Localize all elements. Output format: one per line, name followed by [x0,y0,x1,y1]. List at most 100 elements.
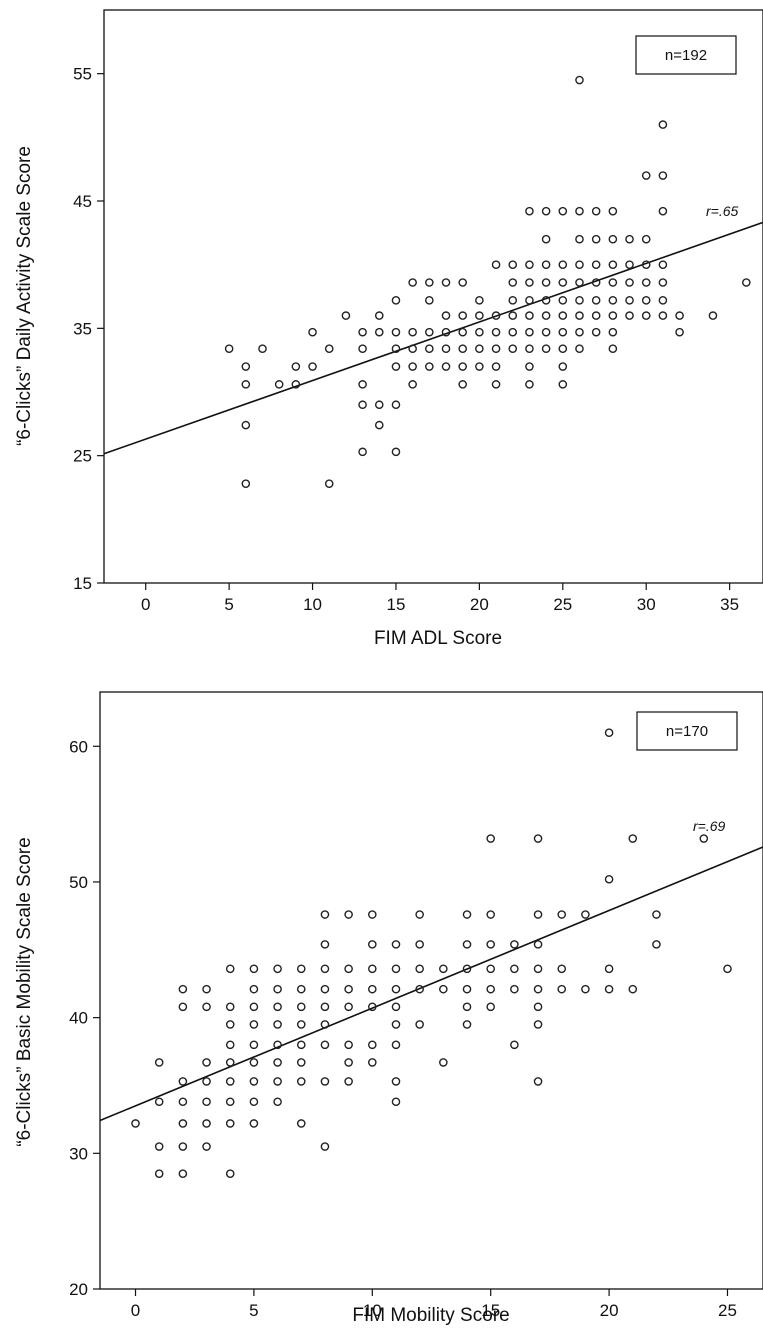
scatter-point [575,344,584,354]
y-tick-label: 20 [69,1280,88,1299]
scatter-point [225,1058,235,1067]
scatter-point [344,910,353,919]
scatter-point [462,964,472,974]
scatter-point [525,380,534,389]
x-tick-label: 20 [470,595,489,614]
scatter-point [178,1077,188,1086]
scatter-point [178,1169,188,1178]
scatter-point [510,940,519,949]
scatter-point [425,278,434,287]
y-tick-label: 30 [69,1144,88,1163]
scatter-point [320,984,330,994]
scatter-point [324,344,334,354]
scatter-point [249,1119,259,1128]
scatter-point [273,984,282,994]
scatter-point [491,380,501,389]
x-tick-label: 20 [600,1301,619,1320]
scatter-point [462,984,472,994]
x-tick-label: 0 [131,1301,140,1320]
scatter-point [462,1020,472,1029]
scatter-point [541,311,551,320]
scatter-point [374,420,384,430]
scatter-point [202,1142,211,1151]
legend-box [636,711,738,751]
scatter-point [608,344,618,354]
scatter-point [675,311,684,320]
scatter-point [608,234,618,244]
scatter-point [510,964,519,974]
scatter-point [475,344,484,354]
scatter-point [344,1058,353,1067]
scatter-point [274,380,284,389]
scatter-point [591,278,601,287]
scatter-point [462,1002,472,1012]
scatter-point [533,1002,543,1012]
scatter-point [249,964,259,974]
scatter-point [658,206,668,216]
scatter-point [491,344,501,354]
scatter-point [462,940,472,949]
correlation-label: r=.65 [706,203,739,219]
adl-scatter-chart: 0 5 10 15 20 25 30 35 15 25 35 45 55 n=192 r=.65 FIM… [14,9,763,649]
scatter-point [408,278,417,287]
x-tick-label: 0 [141,595,150,614]
scatter-point [441,327,451,337]
scatter-point [658,171,668,180]
scatter-point [273,1097,282,1107]
scatter-point [344,1002,353,1012]
scatter-point [273,1020,282,1029]
correlation-value: =.69 [698,818,726,834]
scatter-point [391,400,401,410]
scatter-point [557,910,567,919]
scatter-point [344,1040,353,1050]
scatter-point [296,1119,306,1128]
scatter-point [273,1058,282,1067]
x-tick-label: 35 [720,595,739,614]
scatter-point [441,344,451,354]
scatter-point [391,447,401,457]
scatter-point [296,1002,306,1012]
scatter-point [320,910,330,919]
scatter-point [441,311,451,320]
scatter-point [525,327,534,337]
scatter-point [324,479,334,488]
scatter-point [408,380,417,389]
scatter-point [178,1119,188,1128]
scatter-point [575,234,584,244]
scatter-point [458,344,467,354]
scatter-point [533,1020,543,1029]
scatter-point [608,327,618,337]
scatter-point [558,260,568,269]
scatter-point [358,447,367,457]
scatter-point [608,296,618,305]
scatter-point [296,1058,306,1067]
scatter-point [241,479,251,488]
scatter-point [486,964,495,974]
scatter-point [415,1020,424,1029]
scatter-point [625,260,634,269]
scatter-point [296,1040,306,1050]
scatter-point [344,1077,353,1086]
scatter-point [391,344,401,354]
scatter-point [439,1058,448,1067]
scatter-point [202,1119,211,1128]
scatter-point [508,311,518,320]
scatter-point [368,1002,377,1012]
scatter-point [358,380,367,389]
scatter-point [341,311,351,320]
scatter-point [541,296,551,305]
scatter-point [202,1002,211,1012]
scatter-point [641,296,651,305]
scatter-point [320,940,330,949]
scatter-point [591,234,601,244]
scatter-point [415,964,424,974]
scatter-point [368,1040,377,1050]
x-axis-title: FIM ADL Score [374,628,502,649]
scatter-point [558,296,568,305]
scatter-point [508,327,518,337]
scatter-point [558,278,568,287]
scatter-point [225,1169,235,1178]
scatter-point [581,984,590,994]
scatter-point [475,362,484,371]
